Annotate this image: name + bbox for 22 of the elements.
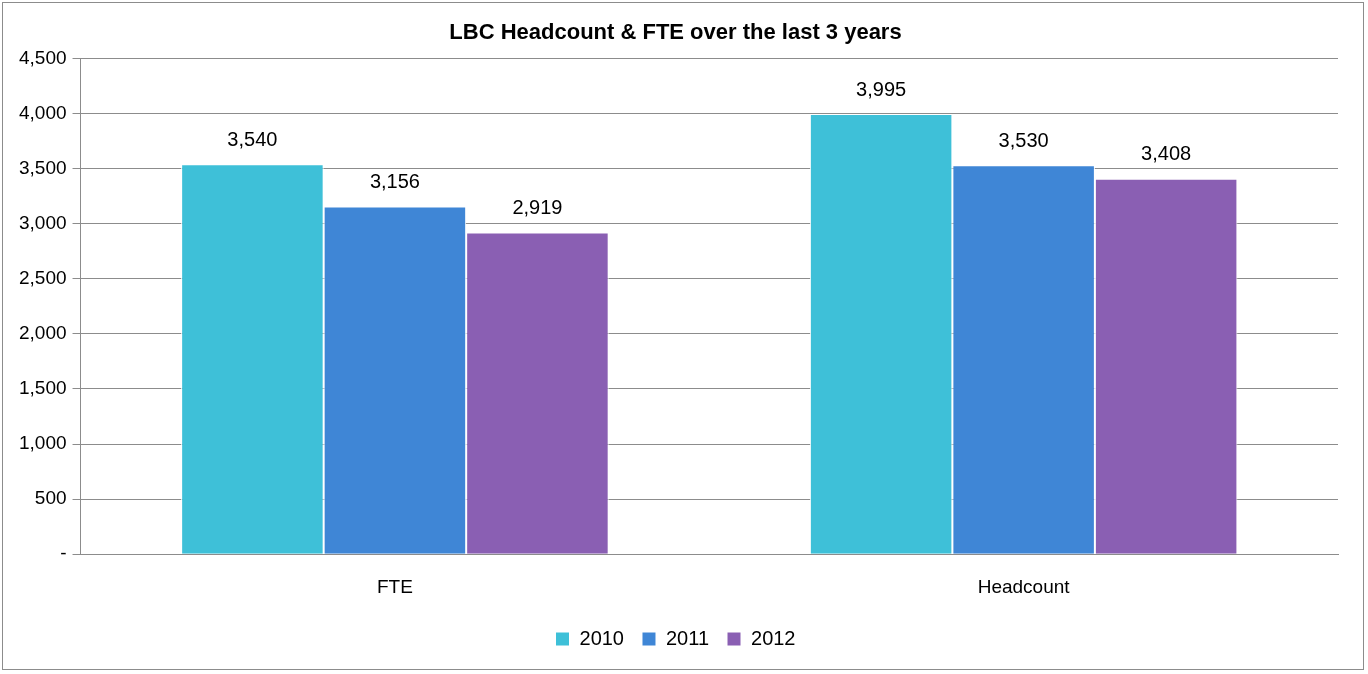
y-tick-label: 2,000 — [19, 322, 67, 344]
x-tick-label: FTE — [376, 575, 413, 597]
y-tick-label: - — [60, 542, 67, 564]
y-tick-label: 1,000 — [19, 432, 67, 454]
x-tick-label: Headcount — [977, 575, 1071, 597]
legend-label: 2012 — [751, 626, 796, 649]
chart-title: LBC Headcount & FTE over the last 3 years — [449, 19, 902, 45]
data-label: 3,408 — [1141, 142, 1192, 165]
y-tick-label: 500 — [34, 487, 67, 509]
data-label: 3,995 — [856, 77, 907, 100]
y-tick-label: 3,000 — [19, 211, 67, 233]
data-label: 2,919 — [512, 196, 563, 219]
legend-label: 2011 — [666, 626, 710, 649]
y-tick-label: 1,500 — [19, 377, 67, 399]
y-tick-label: 4,000 — [19, 101, 67, 123]
y-tick-label: 2,500 — [19, 266, 67, 288]
y-tick-label: 3,500 — [19, 156, 67, 178]
data-label: 3,530 — [998, 128, 1049, 151]
data-label: 3,156 — [369, 169, 420, 192]
data-label: 3,540 — [227, 127, 278, 150]
legend-label: 2010 — [579, 626, 624, 649]
y-tick-label: 4,500 — [19, 46, 67, 68]
